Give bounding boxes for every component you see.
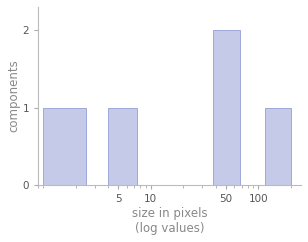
Bar <box>213 30 240 185</box>
Bar <box>43 108 86 185</box>
Bar <box>265 108 291 185</box>
Bar <box>108 108 137 185</box>
X-axis label: size in pixels
(log values): size in pixels (log values) <box>132 207 208 235</box>
Y-axis label: components: components <box>7 60 20 132</box>
